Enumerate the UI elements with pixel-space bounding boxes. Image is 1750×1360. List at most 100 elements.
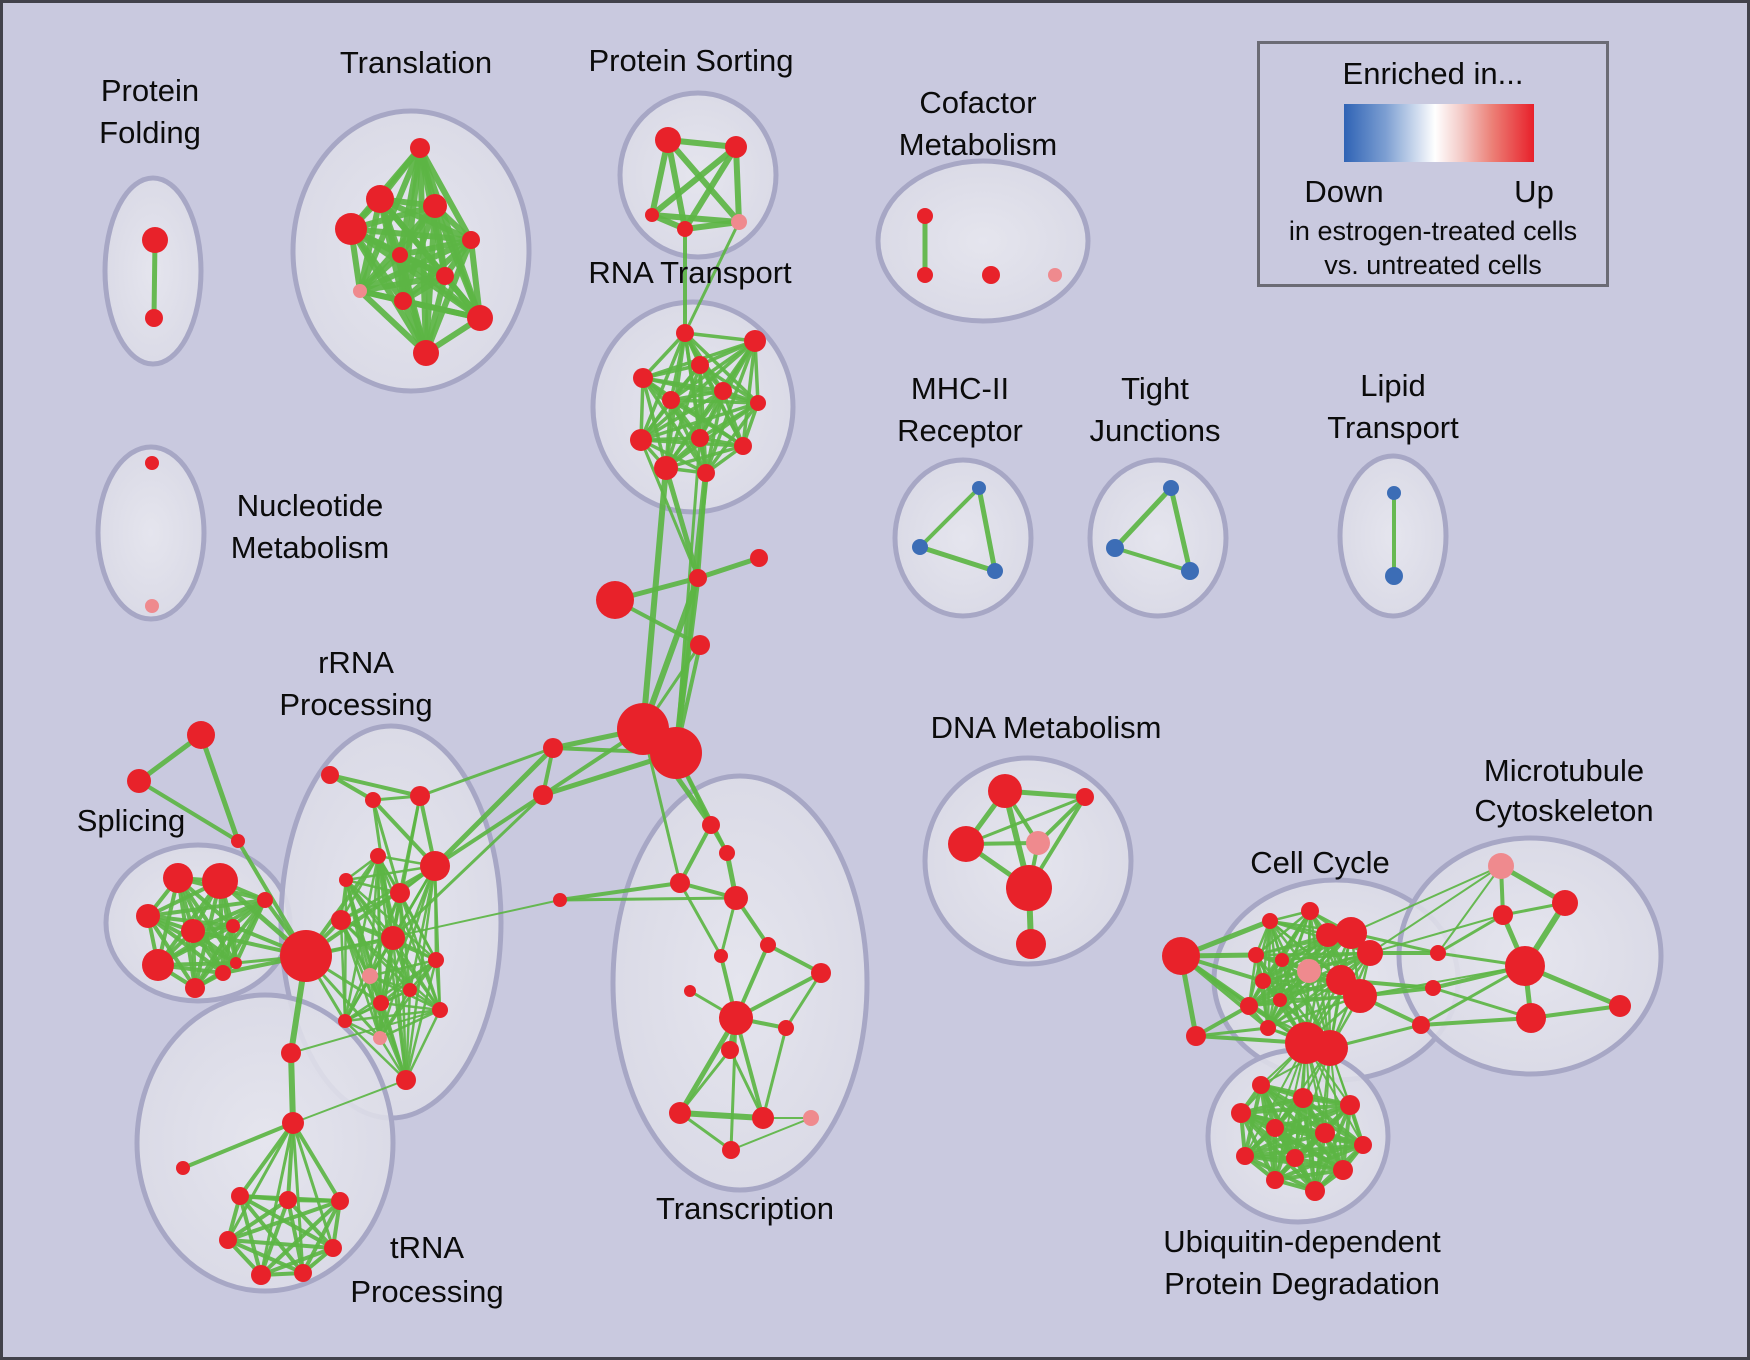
network-node[interactable] bbox=[226, 919, 240, 933]
network-node[interactable] bbox=[778, 1020, 794, 1036]
network-node[interactable] bbox=[731, 214, 747, 230]
network-node[interactable] bbox=[1016, 929, 1046, 959]
network-node[interactable] bbox=[432, 1002, 448, 1018]
network-node[interactable] bbox=[724, 886, 748, 910]
network-node[interactable] bbox=[353, 284, 367, 298]
network-node[interactable] bbox=[1333, 1160, 1353, 1180]
network-node[interactable] bbox=[734, 437, 752, 455]
network-node[interactable] bbox=[1297, 959, 1321, 983]
network-node[interactable] bbox=[339, 873, 353, 887]
network-node[interactable] bbox=[1260, 1020, 1276, 1036]
network-node[interactable] bbox=[982, 266, 1000, 284]
network-node[interactable] bbox=[219, 1231, 237, 1249]
network-node[interactable] bbox=[662, 391, 680, 409]
network-node[interactable] bbox=[231, 1187, 249, 1205]
network-node[interactable] bbox=[1026, 831, 1050, 855]
network-node[interactable] bbox=[390, 883, 410, 903]
network-node[interactable] bbox=[338, 1014, 352, 1028]
network-node[interactable] bbox=[722, 1141, 740, 1159]
network-node[interactable] bbox=[1425, 980, 1441, 996]
network-node[interactable] bbox=[413, 340, 439, 366]
network-node[interactable] bbox=[321, 766, 339, 784]
network-node[interactable] bbox=[1305, 1181, 1325, 1201]
network-node[interactable] bbox=[684, 985, 696, 997]
network-node[interactable] bbox=[257, 892, 273, 908]
network-node[interactable] bbox=[917, 208, 933, 224]
network-node[interactable] bbox=[127, 769, 151, 793]
network-node[interactable] bbox=[366, 185, 394, 213]
network-node[interactable] bbox=[145, 309, 163, 327]
network-node[interactable] bbox=[373, 995, 389, 1011]
network-node[interactable] bbox=[282, 1112, 304, 1134]
network-node[interactable] bbox=[410, 786, 430, 806]
network-node[interactable] bbox=[202, 863, 238, 899]
network-node[interactable] bbox=[676, 324, 694, 342]
network-node[interactable] bbox=[462, 231, 480, 249]
network-node[interactable] bbox=[381, 926, 405, 950]
network-node[interactable] bbox=[719, 1001, 753, 1035]
network-node[interactable] bbox=[331, 910, 351, 930]
network-node[interactable] bbox=[1273, 993, 1287, 1007]
network-node[interactable] bbox=[1340, 1095, 1360, 1115]
network-node[interactable] bbox=[677, 221, 693, 237]
network-node[interactable] bbox=[987, 563, 1003, 579]
network-node[interactable] bbox=[714, 949, 728, 963]
network-node[interactable] bbox=[142, 949, 174, 981]
network-node[interactable] bbox=[721, 1041, 739, 1059]
network-node[interactable] bbox=[436, 267, 454, 285]
network-node[interactable] bbox=[669, 1102, 691, 1124]
network-node[interactable] bbox=[670, 873, 690, 893]
network-node[interactable] bbox=[403, 983, 417, 997]
network-node[interactable] bbox=[803, 1110, 819, 1126]
network-node[interactable] bbox=[1240, 997, 1258, 1015]
network-node[interactable] bbox=[744, 330, 766, 352]
network-node[interactable] bbox=[1248, 947, 1264, 963]
network-node[interactable] bbox=[370, 848, 386, 864]
network-node[interactable] bbox=[689, 569, 707, 587]
network-node[interactable] bbox=[215, 965, 231, 981]
network-node[interactable] bbox=[691, 429, 709, 447]
network-node[interactable] bbox=[1076, 788, 1094, 806]
network-node[interactable] bbox=[714, 382, 732, 400]
network-node[interactable] bbox=[163, 863, 193, 893]
network-node[interactable] bbox=[1252, 1076, 1270, 1094]
network-node[interactable] bbox=[410, 138, 430, 158]
network-node[interactable] bbox=[1006, 865, 1052, 911]
network-node[interactable] bbox=[543, 738, 563, 758]
network-node[interactable] bbox=[948, 826, 984, 862]
network-node[interactable] bbox=[1255, 973, 1271, 989]
network-node[interactable] bbox=[645, 208, 659, 222]
network-node[interactable] bbox=[725, 136, 747, 158]
network-node[interactable] bbox=[1505, 946, 1545, 986]
network-node[interactable] bbox=[1315, 1123, 1335, 1143]
network-node[interactable] bbox=[1493, 905, 1513, 925]
network-node[interactable] bbox=[811, 963, 831, 983]
network-node[interactable] bbox=[1609, 995, 1631, 1017]
network-node[interactable] bbox=[1354, 1136, 1372, 1154]
network-node[interactable] bbox=[231, 834, 245, 848]
network-node[interactable] bbox=[690, 635, 710, 655]
network-node[interactable] bbox=[423, 194, 447, 218]
network-node[interactable] bbox=[396, 1070, 416, 1090]
network-node[interactable] bbox=[750, 395, 766, 411]
network-node[interactable] bbox=[917, 267, 933, 283]
network-node[interactable] bbox=[279, 1191, 297, 1209]
network-node[interactable] bbox=[1488, 853, 1514, 879]
network-node[interactable] bbox=[1430, 945, 1446, 961]
network-node[interactable] bbox=[136, 904, 160, 928]
network-node[interactable] bbox=[1552, 890, 1578, 916]
network-node[interactable] bbox=[362, 968, 378, 984]
network-node[interactable] bbox=[1266, 1171, 1284, 1189]
network-node[interactable] bbox=[420, 851, 450, 881]
network-node[interactable] bbox=[1106, 539, 1124, 557]
network-node[interactable] bbox=[294, 1264, 312, 1282]
network-node[interactable] bbox=[185, 978, 205, 998]
network-node[interactable] bbox=[176, 1161, 190, 1175]
network-node[interactable] bbox=[1186, 1026, 1206, 1046]
network-node[interactable] bbox=[230, 957, 242, 969]
network-node[interactable] bbox=[702, 816, 720, 834]
network-node[interactable] bbox=[912, 539, 928, 555]
network-node[interactable] bbox=[1516, 1003, 1546, 1033]
network-node[interactable] bbox=[251, 1265, 271, 1285]
network-node[interactable] bbox=[691, 356, 709, 374]
